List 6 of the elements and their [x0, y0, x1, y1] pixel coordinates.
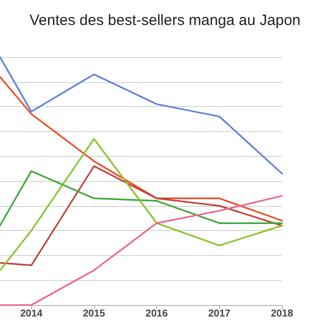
x-tick-label: 2015 — [82, 308, 106, 320]
x-tick-label: 2017 — [208, 308, 231, 320]
chart-title: Ventes des best-sellers manga au Japon — [29, 12, 301, 29]
x-tick-label: 2018 — [270, 308, 294, 320]
x-tick-label: 2016 — [146, 308, 168, 320]
x-tick-label: 2014 — [20, 308, 43, 320]
